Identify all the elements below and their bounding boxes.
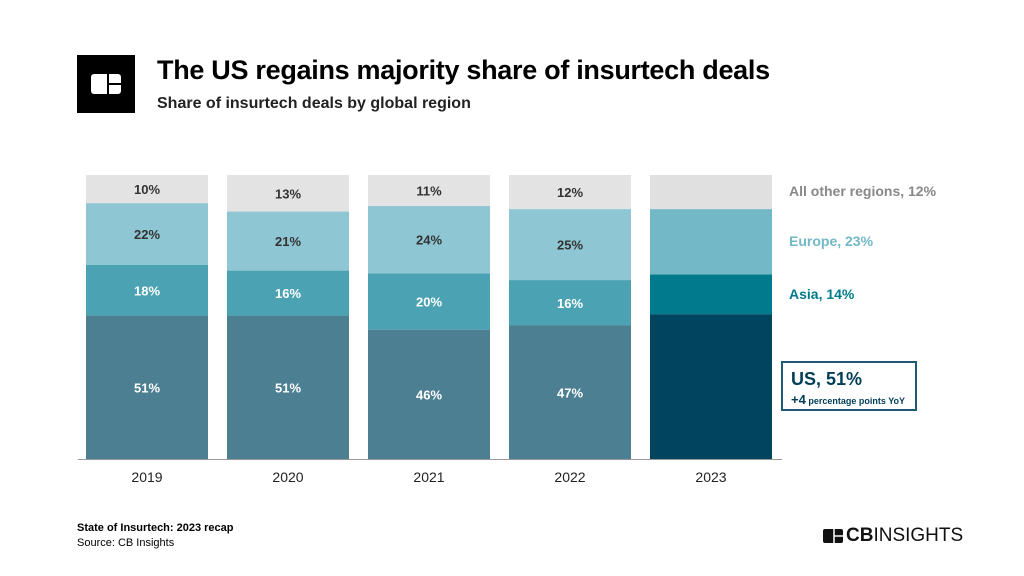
- cb-insights-logo: CBINSIGHTS: [823, 525, 963, 547]
- data-label: 20%: [416, 295, 442, 310]
- bar-europe-2019: [86, 203, 208, 265]
- bar-all-other-regions-2020: [227, 175, 349, 212]
- data-label: 12%: [557, 185, 583, 200]
- bar-europe-2020: [227, 211, 349, 271]
- bar-asia-2022: [509, 280, 631, 326]
- source: Source: CB Insights: [77, 537, 175, 549]
- x-tick-label: 2022: [554, 469, 585, 485]
- callout-delta-text: percentage points YoY: [808, 396, 906, 406]
- callout-main: US, 51%: [791, 369, 863, 389]
- cb-logo: [77, 55, 135, 113]
- us-callout: US, 51% +4 percentage points YoY: [781, 361, 917, 411]
- data-label: 25%: [557, 238, 583, 253]
- x-tick-label: 2023: [695, 469, 726, 485]
- bar-asia-2023: [650, 274, 772, 315]
- x-tick-label: 2021: [413, 469, 444, 485]
- bar-europe-2022: [509, 209, 631, 281]
- bar-asia-2019: [86, 264, 208, 316]
- data-label: 10%: [134, 182, 160, 197]
- data-label: 16%: [275, 286, 301, 301]
- bar-us-2022: [509, 325, 631, 459]
- data-label: 21%: [275, 234, 301, 249]
- callout-delta: +4: [791, 392, 806, 407]
- bar-us-2023: [650, 314, 772, 459]
- bar-asia-2021: [368, 273, 490, 330]
- data-label: 18%: [134, 283, 160, 298]
- bar-all-other-regions-2023: [650, 175, 772, 210]
- chart-title: The US regains majority share of insurte…: [157, 55, 770, 85]
- data-label: 46%: [416, 387, 442, 402]
- data-label: 11%: [416, 183, 442, 198]
- bar-all-other-regions-2019: [86, 175, 208, 204]
- data-label: 24%: [416, 233, 442, 248]
- bar-europe-2021: [368, 205, 490, 274]
- bar-europe-2023: [650, 209, 772, 275]
- data-label: 22%: [134, 227, 160, 242]
- series-label: Asia, 14%: [789, 286, 855, 302]
- series-label: Europe, 23%: [789, 233, 874, 249]
- data-label: 51%: [275, 380, 301, 395]
- bar-us-2019: [86, 315, 208, 459]
- bar-all-other-regions-2021: [368, 175, 490, 206]
- x-tick-label: 2020: [272, 469, 303, 485]
- x-tick-label: 2019: [131, 469, 162, 485]
- data-label: 13%: [275, 186, 301, 201]
- bar-asia-2020: [227, 270, 349, 316]
- bar-all-other-regions-2022: [509, 175, 631, 210]
- data-label: 47%: [557, 385, 583, 400]
- series-label: All other regions, 12%: [789, 183, 937, 199]
- chart-subtitle: Share of insurtech deals by global regio…: [157, 95, 471, 112]
- bar-us-2021: [368, 329, 490, 459]
- data-label: 16%: [557, 296, 583, 311]
- bar-us-2020: [227, 315, 349, 459]
- data-label: 51%: [134, 380, 160, 395]
- report-name: State of Insurtech: 2023 recap: [77, 522, 234, 534]
